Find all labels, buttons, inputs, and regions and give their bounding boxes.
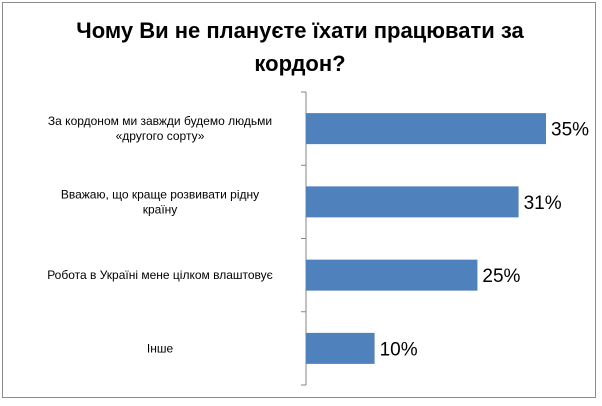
data-label-2: 31% — [524, 193, 562, 214]
category-label-3: Робота в Україні мене цілком влаштовує — [47, 268, 273, 282]
bar-4 — [306, 332, 375, 364]
data-label-3: 25% — [482, 266, 520, 287]
category-label-4: Інше — [147, 341, 174, 355]
chart-title: Чому Ви не плануєте їхати працювати за к… — [76, 18, 524, 76]
category-label-1: За кордоном ми завжди будемо людьми «друг… — [48, 114, 272, 143]
bar-1 — [306, 113, 546, 145]
data-label-4: 10% — [380, 339, 418, 360]
category-label-2: Вважаю, що краще розвивати рідну країну — [61, 187, 259, 216]
bar-3 — [306, 259, 478, 291]
data-label-1: 35% — [551, 120, 589, 141]
bar-2 — [306, 186, 519, 218]
